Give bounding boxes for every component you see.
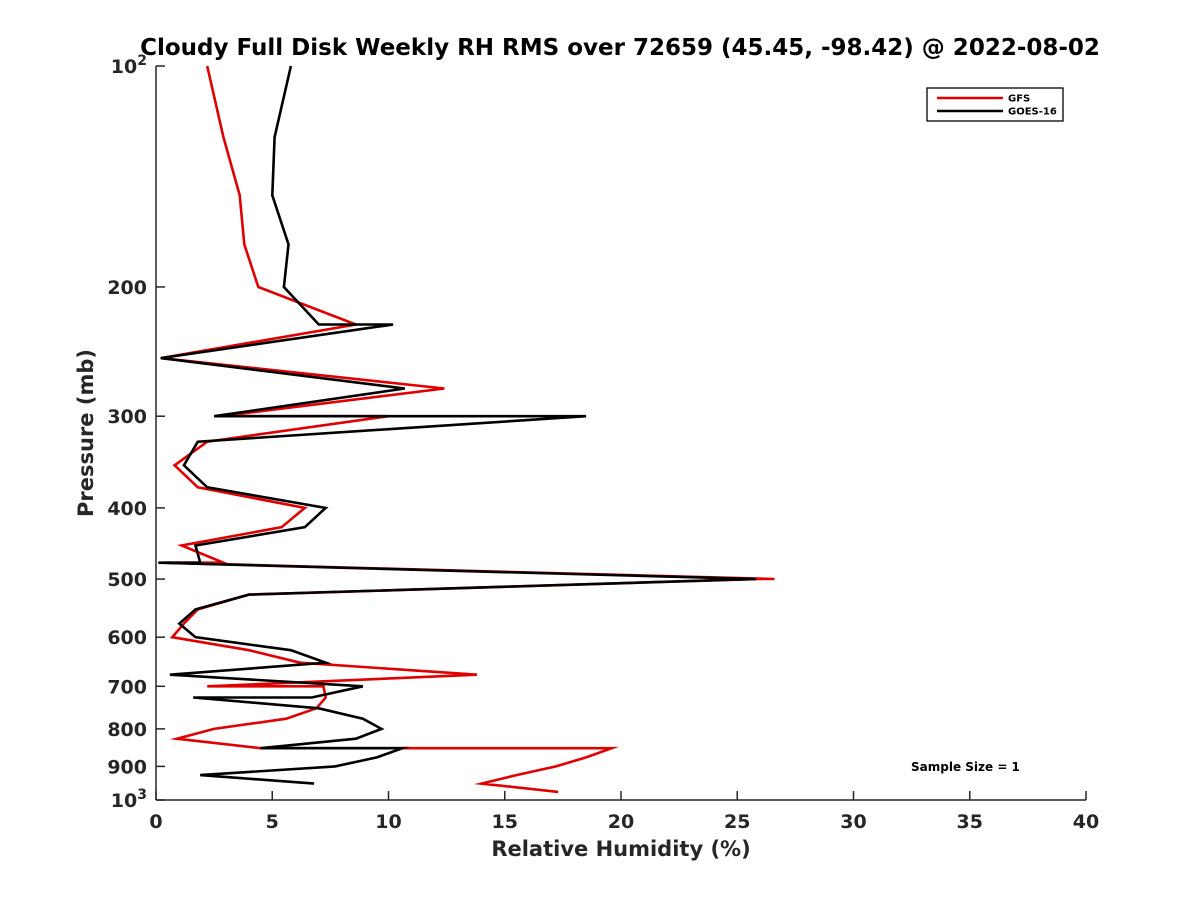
sample-size-annotation: Sample Size = 1 — [911, 760, 1020, 774]
series-layer — [158, 65, 775, 794]
x-tick-label: 25 — [724, 811, 750, 833]
y-tick-label: 103 — [111, 787, 147, 812]
series-line-goes-16 — [158, 65, 756, 785]
x-tick-label: 0 — [149, 811, 162, 833]
legend-box — [926, 87, 1064, 122]
legend-label: GOES-16 — [1008, 107, 1057, 118]
chart-title: Cloudy Full Disk Weekly RH RMS over 7265… — [140, 35, 1100, 61]
x-tick-label: 40 — [1073, 811, 1099, 833]
legend-label: GFS — [1008, 94, 1030, 105]
y-tick-label: 900 — [107, 756, 147, 778]
y-tick-label: 102 — [111, 53, 147, 78]
x-tick-label: 15 — [492, 811, 518, 833]
y-tick-label: 400 — [107, 498, 147, 520]
x-tick-label: 20 — [608, 811, 634, 833]
y-ticks: 102 200 300 400 500 600 700 800 900 103 — [107, 53, 165, 812]
legend: GFS GOES-16 — [926, 87, 1064, 122]
y-tick-label: 200 — [107, 277, 147, 299]
x-tick-label: 30 — [840, 811, 866, 833]
y-tick-label: 700 — [107, 676, 147, 698]
y-axis-label: Pressure (mb) — [74, 349, 98, 517]
x-tick-label: 10 — [375, 811, 401, 833]
y-tick-label: 600 — [107, 627, 147, 649]
x-tick-label: 35 — [957, 811, 983, 833]
y-tick-label: 800 — [107, 719, 147, 741]
x-tick-label: 5 — [266, 811, 279, 833]
y-tick-label: 300 — [107, 406, 147, 428]
x-axis-label: Relative Humidity (%) — [491, 837, 750, 861]
plot-area — [156, 66, 1086, 800]
y-tick-label: 500 — [107, 569, 147, 591]
x-ticks: 0 5 10 15 20 25 30 35 40 — [149, 791, 1099, 833]
